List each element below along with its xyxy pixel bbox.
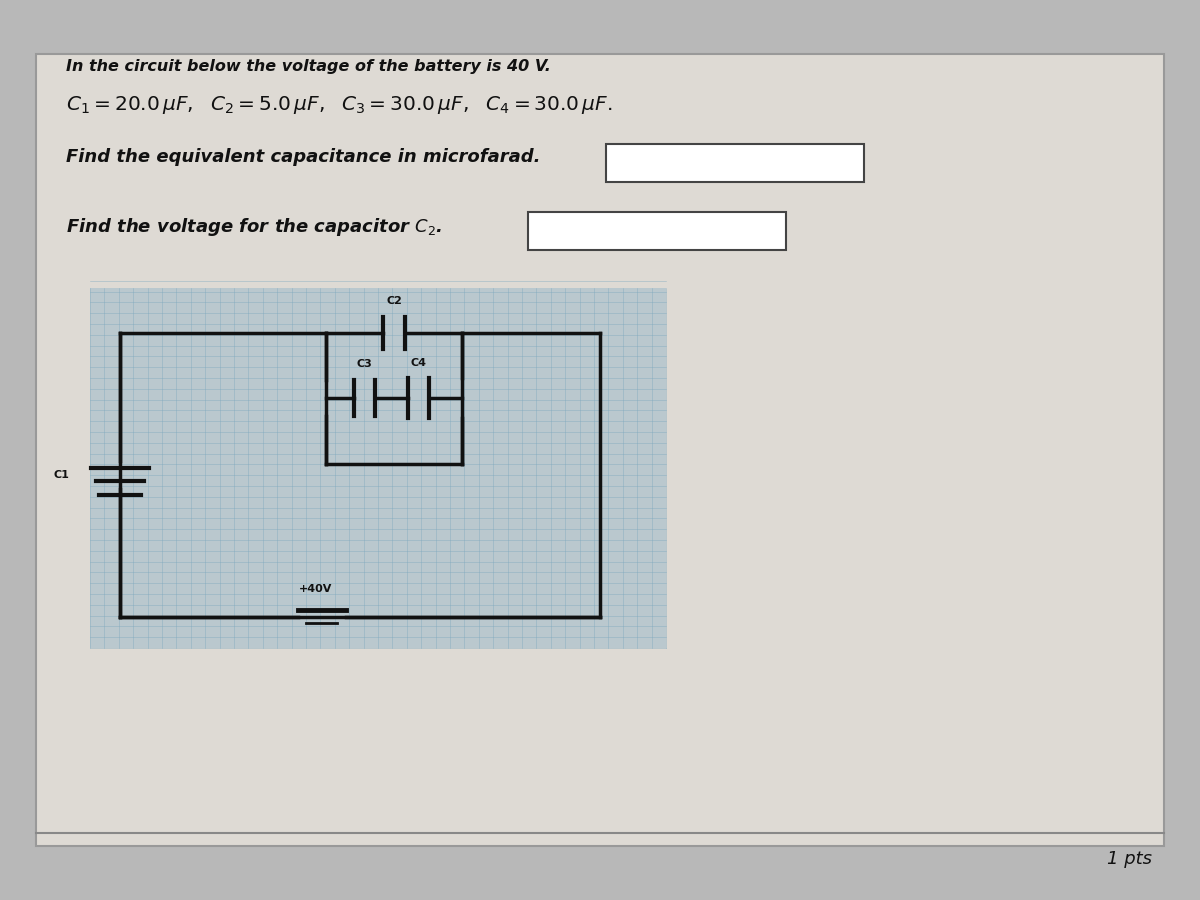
Bar [528,212,786,250]
Bar [606,144,864,182]
Text: $C_1 = 20.0\,\mu F,\ \ C_2 = 5.0\,\mu F,\ \ C_3 = 30.0\,\mu F,\ \ C_4 = 30.0\,\m: $C_1 = 20.0\,\mu F,\ \ C_2 = 5.0\,\mu F,… [66,94,612,116]
Text: 1 pts: 1 pts [1108,850,1152,868]
Text: Find the voltage for the capacitor $C_2$.: Find the voltage for the capacitor $C_2$… [66,216,443,238]
Text: In the circuit below the voltage of the battery is 40 V.: In the circuit below the voltage of the … [66,58,551,74]
Text: C1: C1 [54,470,70,480]
Text: +40V: +40V [299,584,332,594]
Text: C3: C3 [356,359,372,369]
Text: C2: C2 [386,296,402,306]
Text: Find the equivalent capacitance in microfarad.: Find the equivalent capacitance in micro… [66,148,540,166]
Bar [90,288,666,648]
Text: C4: C4 [410,357,427,367]
Bar [36,54,1164,846]
